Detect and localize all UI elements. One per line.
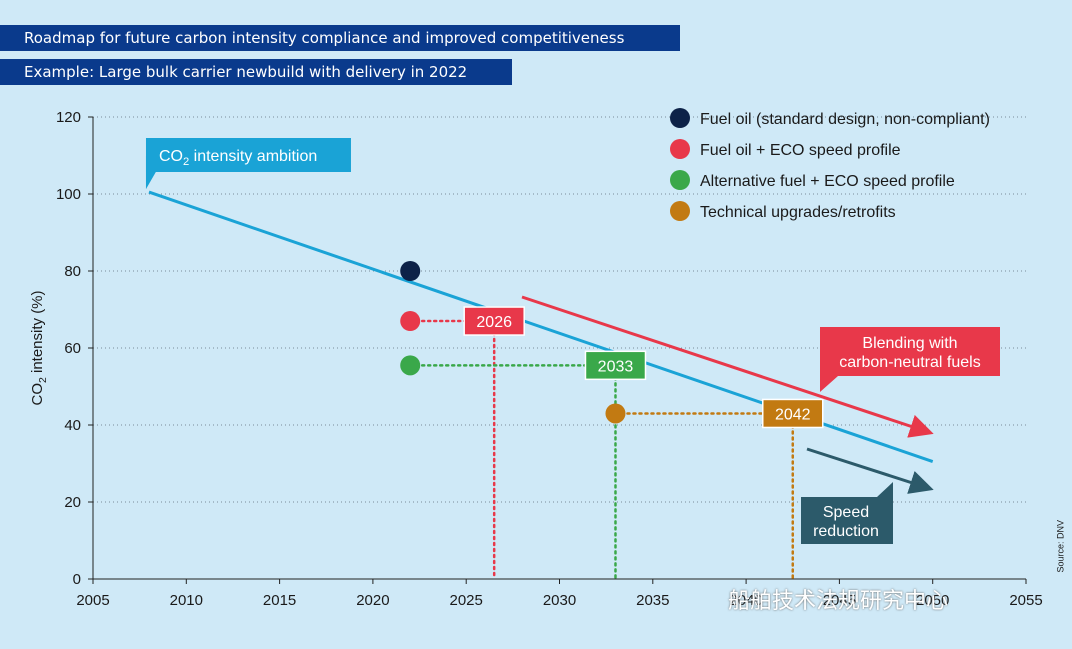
ambition-callout-label: CO2 intensity ambition [159, 148, 317, 168]
ambition-callout-box [145, 138, 351, 172]
x-tick-label: 2035 [636, 592, 669, 609]
point-eco-speed [400, 311, 421, 332]
x-tick-label: 2050 [916, 592, 949, 609]
point-retrofit-year-label: 2042 [775, 406, 811, 423]
legend-marker [670, 170, 690, 190]
chart-title: Roadmap for future carbon intensity comp… [0, 25, 680, 51]
blending-callout-box [820, 327, 1000, 392]
y-tick-label: 80 [64, 263, 81, 280]
point-eco-speed-year-box [463, 306, 525, 336]
legend-marker [670, 139, 690, 159]
source-label: Source: DNV [1056, 520, 1066, 573]
x-tick-label: 2005 [76, 592, 109, 609]
legend-entry: Alternative fuel + ECO speed profile [700, 173, 955, 190]
blending-arrow [521, 295, 934, 438]
point-alt-fuel-year-box [584, 350, 647, 381]
legend-marker [670, 201, 690, 221]
x-tick-label: 2030 [543, 592, 576, 609]
point-retrofit-year-box [762, 398, 824, 429]
speed-label-line1: Speed [823, 504, 869, 521]
speed-reduction-arrow [806, 447, 934, 494]
y-tick-label: 60 [64, 340, 81, 357]
x-tick-label: 2010 [170, 592, 203, 609]
y-tick-label: 120 [56, 109, 81, 126]
y-tick-label: 0 [73, 571, 81, 588]
legend-entry: Fuel oil + ECO speed profile [700, 142, 901, 159]
point-fuel-oil [400, 261, 421, 281]
y-tick-label: 100 [56, 186, 81, 203]
y-axis-label: CO2 intensity (%) [29, 290, 49, 405]
legend-marker [670, 108, 690, 128]
point-eco-speed-year-label: 2026 [476, 314, 512, 331]
x-tick-label: 2045 [823, 592, 856, 609]
y-tick-label: 20 [64, 494, 81, 511]
x-tick-label: 2020 [356, 592, 389, 609]
point-alt-fuel [400, 355, 421, 376]
legend-entry: Fuel oil (standard design, non-compliant… [700, 111, 990, 128]
x-tick-label: 2040 [729, 592, 762, 609]
x-tick-label: 2055 [1009, 592, 1042, 609]
speed-label-line2: reduction [813, 523, 879, 540]
blending-label-line1: Blending with [862, 335, 957, 352]
blending-label-line2: carbon-neutral fuels [839, 354, 980, 371]
speed-callout-box [801, 482, 893, 544]
point-alt-fuel-year-label: 2033 [598, 358, 634, 375]
watermark-text: 船舶技术法规研究中心 [728, 589, 949, 614]
y-tick-label: 40 [64, 417, 81, 434]
chart-subtitle: Example: Large bulk carrier newbuild wit… [0, 59, 512, 85]
point-retrofit [605, 403, 626, 424]
x-tick-label: 2025 [450, 592, 483, 609]
x-tick-label: 2015 [263, 592, 296, 609]
legend-entry: Technical upgrades/retrofits [700, 204, 896, 221]
